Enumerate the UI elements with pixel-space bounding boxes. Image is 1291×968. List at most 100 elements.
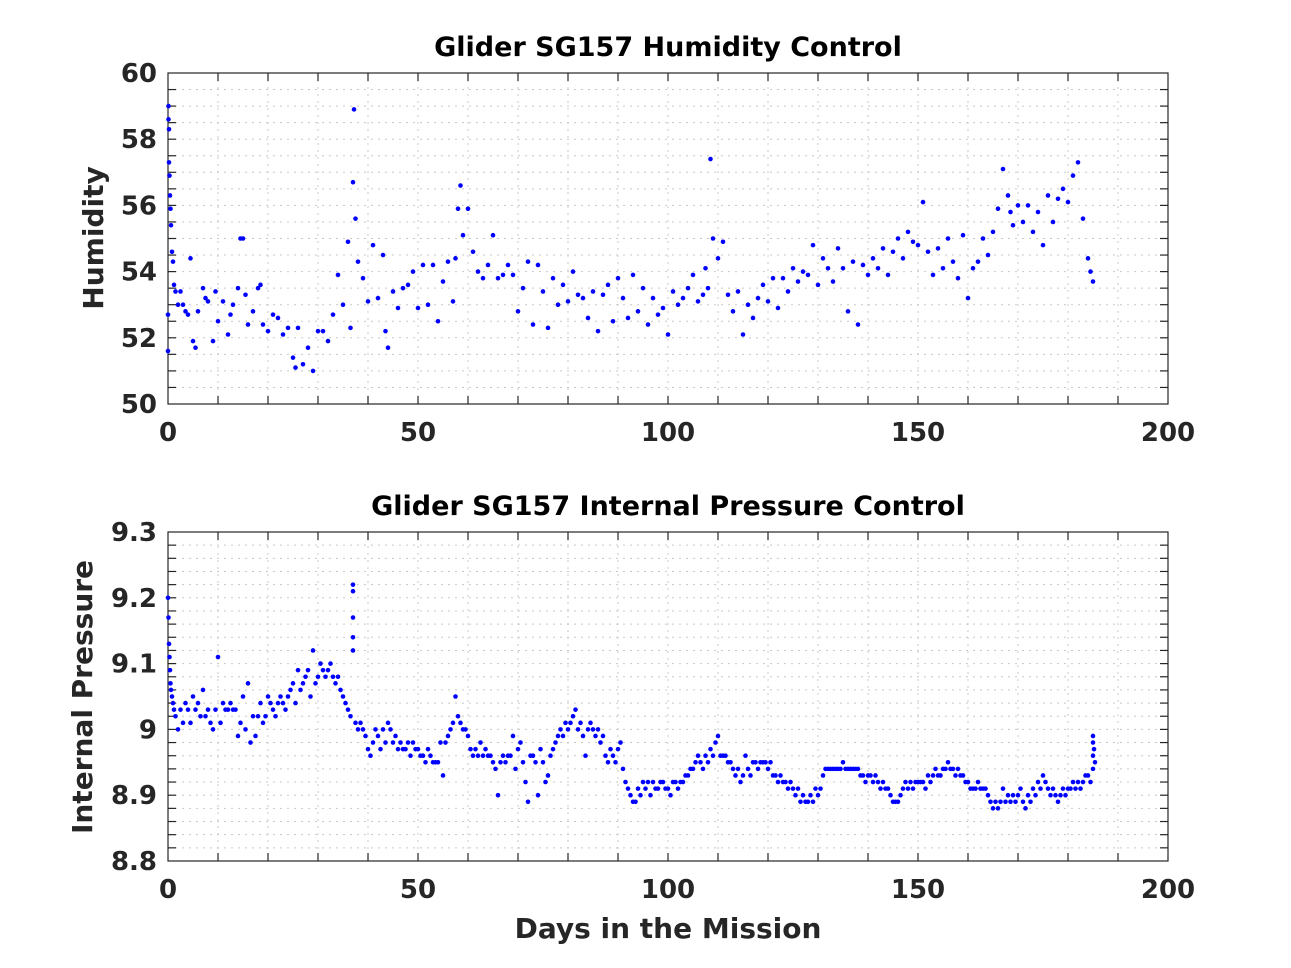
data-point bbox=[167, 667, 173, 673]
data-point bbox=[230, 302, 236, 308]
data-point bbox=[965, 295, 971, 301]
axis-ticks bbox=[168, 73, 1168, 404]
data-point bbox=[955, 275, 961, 281]
data-point bbox=[610, 318, 616, 324]
data-point bbox=[450, 720, 456, 726]
data-point bbox=[380, 727, 386, 732]
y-tick-label: 8.9 bbox=[111, 781, 157, 811]
data-point bbox=[640, 285, 646, 291]
data-point bbox=[870, 256, 876, 261]
data-point bbox=[378, 746, 383, 752]
data-point bbox=[315, 328, 321, 334]
data-point bbox=[710, 753, 716, 759]
data-point bbox=[733, 773, 738, 778]
data-point bbox=[510, 733, 516, 739]
data-point bbox=[613, 760, 618, 765]
data-point bbox=[455, 713, 461, 719]
data-point bbox=[280, 332, 286, 337]
data-point bbox=[980, 236, 986, 241]
data-point bbox=[775, 305, 781, 311]
data-point bbox=[360, 727, 366, 732]
data-point bbox=[335, 674, 341, 680]
data-point bbox=[723, 753, 728, 759]
data-point bbox=[573, 707, 578, 712]
data-point bbox=[498, 760, 503, 765]
data-point bbox=[955, 766, 961, 772]
data-point bbox=[393, 733, 398, 739]
data-point bbox=[203, 295, 208, 301]
data-point bbox=[875, 779, 881, 785]
data-point bbox=[1078, 786, 1083, 791]
data-point bbox=[665, 332, 671, 337]
data-point bbox=[595, 727, 601, 732]
data-point bbox=[975, 779, 981, 785]
data-point bbox=[253, 733, 258, 739]
data-point bbox=[495, 275, 501, 281]
data-point bbox=[555, 733, 561, 739]
data-point bbox=[903, 779, 908, 785]
y-tick-label: 58 bbox=[121, 125, 157, 155]
data-point bbox=[995, 206, 1001, 212]
data-point bbox=[203, 713, 208, 719]
data-point bbox=[220, 299, 226, 304]
data-point bbox=[460, 232, 466, 238]
y-tick-label: 52 bbox=[121, 324, 157, 354]
data-point bbox=[350, 648, 356, 653]
data-point bbox=[535, 792, 541, 798]
data-point bbox=[408, 753, 413, 759]
axis-ticks bbox=[168, 532, 1168, 861]
data-point bbox=[275, 700, 281, 706]
data-point bbox=[635, 309, 641, 314]
data-point bbox=[945, 236, 951, 241]
data-point bbox=[438, 740, 443, 745]
data-point bbox=[1045, 193, 1051, 198]
data-point bbox=[325, 338, 331, 344]
data-point bbox=[175, 302, 181, 308]
data-point bbox=[900, 256, 906, 261]
data-point bbox=[800, 792, 806, 798]
data-point bbox=[703, 265, 708, 271]
data-point bbox=[1010, 222, 1016, 228]
data-point bbox=[535, 262, 541, 268]
data-point bbox=[315, 674, 321, 680]
data-point bbox=[1060, 186, 1066, 192]
data-point bbox=[333, 681, 338, 686]
data-point bbox=[593, 733, 598, 739]
data-point bbox=[925, 249, 931, 255]
data-point bbox=[380, 252, 386, 258]
data-point bbox=[753, 760, 758, 765]
data-point bbox=[1050, 219, 1056, 225]
data-points bbox=[165, 582, 1098, 811]
data-point bbox=[166, 641, 172, 647]
data-point bbox=[295, 325, 301, 331]
data-point bbox=[300, 361, 306, 367]
data-point bbox=[760, 282, 766, 288]
data-point bbox=[890, 249, 896, 255]
data-point bbox=[1090, 279, 1096, 284]
data-point bbox=[865, 272, 871, 278]
data-point bbox=[283, 707, 288, 712]
data-point bbox=[813, 786, 818, 791]
data-point bbox=[560, 733, 566, 739]
data-point bbox=[930, 272, 936, 278]
data-point bbox=[780, 275, 786, 281]
data-point bbox=[440, 773, 446, 778]
data-point bbox=[713, 740, 718, 745]
data-point bbox=[173, 713, 178, 719]
data-point bbox=[260, 322, 266, 327]
data-point bbox=[708, 156, 713, 162]
data-point bbox=[763, 760, 768, 765]
data-point bbox=[405, 740, 411, 745]
data-point bbox=[815, 792, 821, 798]
data-point bbox=[470, 249, 476, 255]
data-point bbox=[1070, 173, 1076, 178]
data-point bbox=[470, 753, 476, 759]
data-point bbox=[880, 246, 886, 251]
data-point bbox=[748, 773, 753, 778]
data-point bbox=[290, 355, 296, 360]
data-point bbox=[295, 667, 301, 673]
data-point bbox=[493, 766, 498, 772]
data-point bbox=[450, 299, 456, 304]
data-point bbox=[840, 760, 846, 765]
